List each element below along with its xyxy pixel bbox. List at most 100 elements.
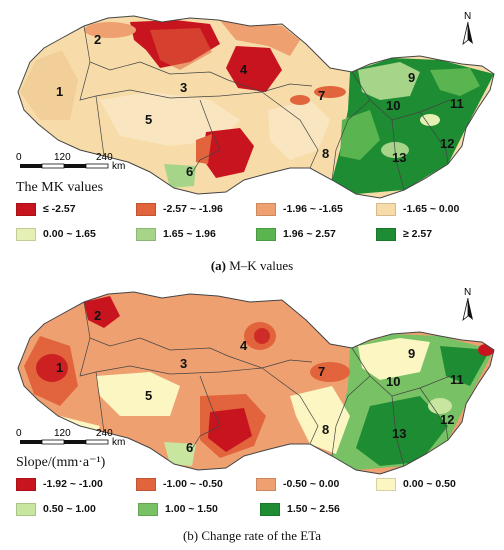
legend-swatch	[16, 202, 36, 216]
region-label-8: 8	[322, 422, 329, 437]
legend-item: -1.00 ~ -0.50	[136, 477, 256, 491]
region-label-10: 10	[386, 98, 400, 113]
legend-swatch	[16, 227, 36, 241]
region-number-labels: 1 2 3 4 5 6 7 8 9 10 11 12 13	[56, 308, 464, 455]
legend-item: -1.96 ~ -1.65	[256, 202, 376, 216]
slope-legend: -1.92 ~ -1.00 -1.00 ~ -0.50 -0.50 ~ 0.00…	[16, 474, 496, 519]
legend-item: ≥ 2.57	[376, 227, 496, 241]
change-rate-map: 1 2 3 4 5 6 7 8 9 10 11 12 13 N 0 120 24…	[16, 287, 495, 475]
scale-label-0: 0	[16, 152, 22, 163]
region-label-3: 3	[180, 356, 187, 371]
region-label-6: 6	[186, 164, 193, 179]
slope-map-raster	[18, 292, 494, 474]
province-boundaries	[17, 15, 495, 199]
legend-label: ≥ 2.57	[403, 228, 433, 240]
region-label-13: 13	[392, 150, 406, 165]
panel-caption: (a) M–K values	[0, 258, 504, 274]
legend-item: 1.00 ~ 1.50	[138, 502, 260, 516]
legend-swatch	[138, 502, 158, 516]
region-label-9: 9	[408, 346, 415, 361]
legend-item: -1.92 ~ -1.00	[16, 477, 136, 491]
region-label-9: 9	[408, 70, 415, 85]
region-number-labels: 1 2 3 4 5 6 7 8 9 10 11 12 13	[56, 32, 464, 179]
legend-item: -2.57 ~ -1.96	[136, 202, 256, 216]
legend-label: 0.50 ~ 1.00	[43, 503, 96, 515]
legend-item: 1.50 ~ 2.56	[260, 502, 382, 516]
legend-item: 1.96 ~ 2.57	[256, 227, 376, 241]
region-label-7: 7	[318, 364, 325, 379]
region-label-13: 13	[392, 426, 406, 441]
region-label-2: 2	[94, 308, 101, 323]
legend-item: ≤ -2.57	[16, 202, 136, 216]
legend-swatch	[136, 227, 156, 241]
legend-row: -1.92 ~ -1.00 -1.00 ~ -0.50 -0.50 ~ 0.00…	[16, 474, 496, 494]
region-label-1: 1	[56, 360, 63, 375]
region-label-5: 5	[145, 112, 152, 127]
caption-letter: (a)	[210, 258, 226, 273]
legend-swatch	[256, 477, 276, 491]
scale-label-120: 120	[54, 428, 71, 439]
region-label-6: 6	[186, 440, 193, 455]
region-label-3: 3	[180, 80, 187, 95]
legend-label: -0.50 ~ 0.00	[283, 478, 340, 490]
legend-label: 1.65 ~ 1.96	[163, 228, 216, 240]
region-label-4: 4	[240, 338, 248, 353]
mk-map-raster	[18, 16, 494, 198]
legend-label: 1.00 ~ 1.50	[165, 503, 218, 515]
legend-item: 0.00 ~ 1.65	[16, 227, 136, 241]
legend-swatch	[376, 477, 396, 491]
legend-item: 0.50 ~ 1.00	[16, 502, 138, 516]
legend-item: 1.65 ~ 1.96	[136, 227, 256, 241]
region-label-12: 12	[440, 136, 454, 151]
legend-swatch	[376, 202, 396, 216]
region-label-4: 4	[240, 62, 248, 77]
legend-label: -2.57 ~ -1.96	[163, 203, 223, 215]
scale-label-0: 0	[16, 428, 22, 439]
legend-swatch	[136, 477, 156, 491]
legend-label: -1.92 ~ -1.00	[43, 478, 103, 490]
scale-label-240: 240	[96, 152, 113, 163]
legend-swatch	[256, 202, 276, 216]
legend-item: -1.65 ~ 0.00	[376, 202, 496, 216]
legend-label: -1.65 ~ 0.00	[403, 203, 460, 215]
legend-swatch	[376, 227, 396, 241]
legend-swatch	[260, 502, 280, 516]
caption-text: M–K values	[226, 258, 294, 273]
region-label-8: 8	[322, 146, 329, 161]
legend-row: 0.50 ~ 1.00 1.00 ~ 1.50 1.50 ~ 2.56	[16, 499, 496, 519]
region-label-1: 1	[56, 84, 63, 99]
north-label: N	[464, 287, 471, 298]
legend-item: -0.50 ~ 0.00	[256, 477, 376, 491]
scale-label-240: 240	[96, 428, 113, 439]
scale-label-120: 120	[54, 152, 71, 163]
region-label-7: 7	[318, 88, 325, 103]
legend-item: 0.00 ~ 0.50	[376, 477, 496, 491]
legend-label: 0.00 ~ 0.50	[403, 478, 456, 490]
legend-label: 1.96 ~ 2.57	[283, 228, 336, 240]
region-label-12: 12	[440, 412, 454, 427]
region-label-5: 5	[145, 388, 152, 403]
region-label-11: 11	[450, 96, 464, 111]
legend-row: 0.00 ~ 1.65 1.65 ~ 1.96 1.96 ~ 2.57 ≥ 2.…	[16, 224, 496, 244]
scale-bar: 0 120 240 km	[16, 428, 125, 448]
legend-label: 0.00 ~ 1.65	[43, 228, 96, 240]
legend-label: 1.50 ~ 2.56	[287, 503, 340, 515]
caption-text: Change rate of the ETa	[198, 528, 322, 543]
legend-title: The MK values	[16, 180, 104, 195]
caption-letter: (b)	[182, 528, 199, 543]
legend-label: -1.96 ~ -1.65	[283, 203, 343, 215]
region-label-2: 2	[94, 32, 101, 47]
legend-swatch	[136, 202, 156, 216]
north-label: N	[464, 11, 471, 22]
region-label-11: 11	[450, 372, 464, 387]
legend-row: ≤ -2.57 -2.57 ~ -1.96 -1.96 ~ -1.65 -1.6…	[16, 199, 496, 219]
panel-caption: (b) Change rate of the ETa	[0, 528, 504, 544]
region-label-10: 10	[386, 374, 400, 389]
legend-label: -1.00 ~ -0.50	[163, 478, 223, 490]
panel-change-rate: 1 2 3 4 5 6 7 8 9 10 11 12 13 N 0 120 24…	[0, 276, 504, 550]
legend-label: ≤ -2.57	[43, 203, 76, 215]
panel-mk-values: 1 2 3 4 5 6 7 8 9 10 11 12 13 N 0 120	[0, 11, 504, 274]
legend-swatch	[16, 477, 36, 491]
mk-values-map: 1 2 3 4 5 6 7 8 9 10 11 12 13 N 0 120	[16, 11, 495, 199]
legend-swatch	[16, 502, 36, 516]
